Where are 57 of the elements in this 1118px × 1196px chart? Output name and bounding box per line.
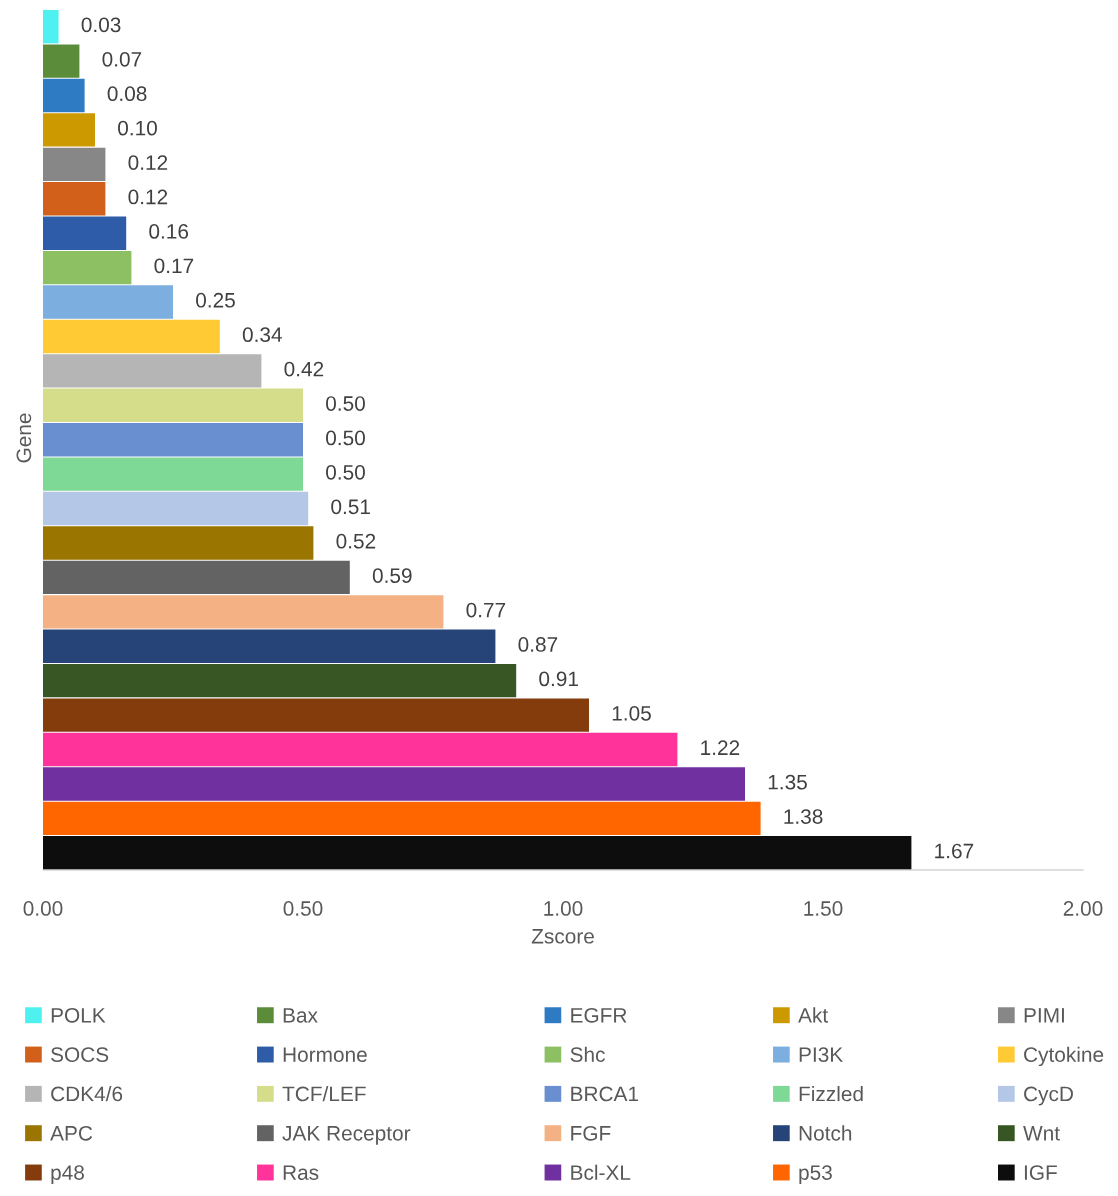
total-label: 0.50 xyxy=(326,464,365,480)
total-label: 0.07 xyxy=(102,51,142,67)
total-label: 0.87 xyxy=(518,637,558,652)
total-label: 0.59 xyxy=(372,568,412,583)
total-label: 0.91 xyxy=(539,671,578,687)
total-label: 0.12 xyxy=(128,189,168,205)
total-label: 1.35 xyxy=(768,774,807,790)
legend-label: POLK xyxy=(51,1007,106,1023)
total-label: 0.17 xyxy=(154,258,194,274)
legend-label: Ras xyxy=(283,1165,319,1180)
x-tick-label: 0.50 xyxy=(283,901,323,916)
total-label: 1.38 xyxy=(784,809,823,824)
total-label: 0.34 xyxy=(242,327,282,343)
legend-label: Wnt xyxy=(1023,1126,1060,1141)
legend-label: Cytokine xyxy=(1024,1046,1104,1067)
legend-label: BRCA1 xyxy=(571,1086,639,1102)
legend-label: p48 xyxy=(51,1165,84,1185)
legend-label: EGFR xyxy=(571,1007,627,1023)
total-label: 0.77 xyxy=(466,602,506,618)
total-label: 0.03 xyxy=(81,17,121,33)
legend-label: PI3K xyxy=(799,1047,843,1062)
legend-label: Hormone xyxy=(283,1047,367,1062)
legend-label: Fizzled xyxy=(799,1086,863,1102)
y-axis-title: Gene xyxy=(16,413,32,463)
total-label: 0.12 xyxy=(128,155,168,170)
total-label: 0.52 xyxy=(336,533,376,549)
legend-label: JAK Receptor xyxy=(282,1126,411,1145)
legend-label: p53 xyxy=(799,1165,832,1185)
legend-label: Bcl-XL xyxy=(571,1164,631,1180)
total-label: 1.67 xyxy=(935,843,974,859)
total-label: 0.08 xyxy=(107,86,147,102)
x-axis-title: Zscore xyxy=(531,929,594,944)
legend-label: SOCS xyxy=(51,1047,109,1062)
x-tick-label: 2.00 xyxy=(1063,901,1103,916)
total-label: 0.10 xyxy=(118,120,157,136)
legend-label: CycD xyxy=(1024,1086,1073,1106)
legend-label: Bax xyxy=(283,1008,318,1023)
total-label: 0.25 xyxy=(196,292,235,308)
x-tick-label: 0.00 xyxy=(23,901,63,916)
total-label: 0.51 xyxy=(331,499,370,515)
total-label: 1.22 xyxy=(701,740,740,755)
x-tick-label: 1.50 xyxy=(804,901,843,916)
legend-label: Notch xyxy=(799,1125,852,1141)
total-label: 0.16 xyxy=(149,224,189,239)
legend-label: Akt xyxy=(798,1007,828,1023)
legend-label: TCF/LEF xyxy=(282,1086,366,1102)
total-label: 1.05 xyxy=(612,705,651,721)
legend-label: PIMI xyxy=(1024,1008,1064,1023)
legend-label: CDK4/6 xyxy=(51,1086,123,1102)
legend-label: APC xyxy=(50,1125,93,1141)
legend-label: IGF xyxy=(1024,1165,1057,1180)
total-label: 0.50 xyxy=(326,396,365,411)
total-label: 0.42 xyxy=(284,361,324,377)
legend-label: FGF xyxy=(571,1125,611,1141)
total-label: 0.50 xyxy=(326,430,365,446)
x-tick-label: 1.00 xyxy=(544,901,583,916)
legend-label: Shc xyxy=(570,1046,605,1062)
